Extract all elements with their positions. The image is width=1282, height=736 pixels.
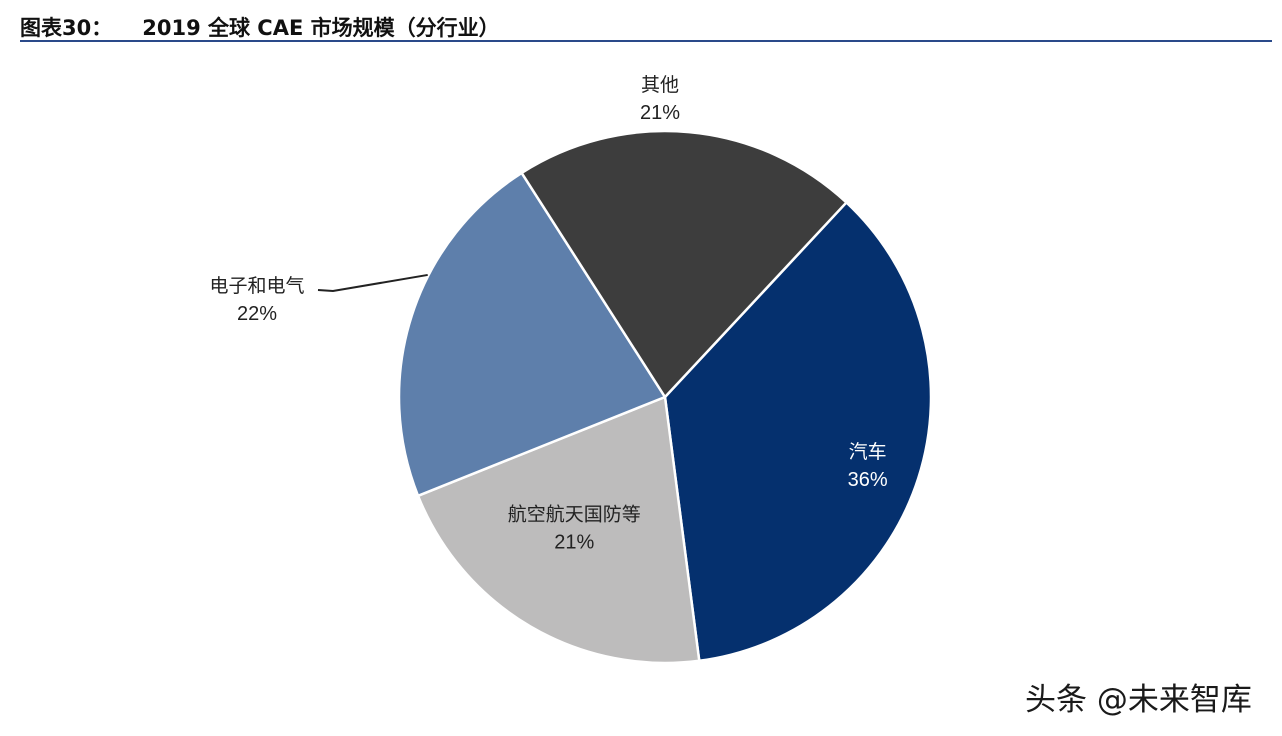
pie-slice-2 xyxy=(397,171,667,498)
pie-slices xyxy=(397,129,933,665)
figure-title: 2019 全球 CAE 市场规模（分行业） xyxy=(142,16,500,40)
slice-label-value-0: 36% xyxy=(848,469,888,491)
leader-line xyxy=(317,273,428,293)
slice-label-name-0: 汽车 xyxy=(849,441,887,463)
slice-label-name-2: 电子和电气 xyxy=(209,275,304,297)
slice-label-value-2: 22% xyxy=(237,303,277,325)
pie-slice-0 xyxy=(663,201,933,663)
pie-labels: 汽车 36% 航空航天国防等 21% 电子和电气 22% 其他 21% xyxy=(209,74,887,554)
watermark: 头条 @未来智库 xyxy=(1025,682,1252,718)
chart-title: 图表30： 2019 全球 CAE 市场规模（分行业） xyxy=(20,12,500,42)
title-bar: 图表30： 2019 全球 CAE 市场规模（分行业） xyxy=(20,8,1272,42)
slice-label-name-1: 航空航天国防等 xyxy=(508,504,641,526)
leader-lines xyxy=(317,273,428,293)
pie-slice-3 xyxy=(520,129,848,399)
slice-label-value-3: 21% xyxy=(640,102,680,124)
pie-slice-1 xyxy=(416,395,701,665)
slice-label-name-3: 其他 xyxy=(641,74,679,96)
figure-label: 图表30： xyxy=(20,16,113,40)
slice-label-value-1: 21% xyxy=(554,532,594,554)
